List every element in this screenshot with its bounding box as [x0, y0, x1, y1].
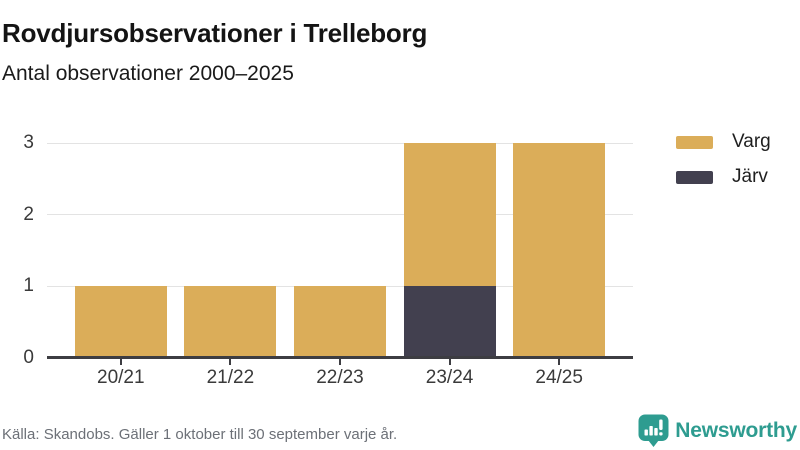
bar-stack-24/25	[513, 143, 606, 358]
x-axis-cell-22/23: 22/23	[285, 359, 395, 389]
plot-area	[47, 142, 633, 358]
bar-stack-22/23	[293, 286, 386, 358]
legend-swatch-varg	[676, 135, 713, 149]
bar-segment-Varg-24/25	[513, 143, 606, 358]
bar-group-24/25	[504, 143, 614, 358]
bar-stack-21/22	[184, 286, 277, 358]
x-axis-cell-21/22: 21/22	[176, 359, 286, 389]
x-tick-23/24	[448, 359, 451, 365]
x-axis-cell-20/21: 20/21	[66, 359, 176, 389]
x-tick-label-21/22: 21/22	[206, 367, 255, 388]
bar-stack-23/24	[403, 143, 496, 358]
gridline-3	[47, 142, 633, 144]
bars-container	[47, 143, 633, 358]
legend-item-jarv: Järv	[676, 166, 771, 188]
bar-group-21/22	[176, 143, 286, 358]
bar-segment-Varg-22/23	[293, 286, 386, 358]
x-tick-label-20/21: 20/21	[97, 367, 145, 388]
x-axis-line	[47, 356, 633, 359]
x-tick-20/21	[119, 359, 122, 365]
bar-segment-Varg-20/21	[74, 286, 167, 358]
x-axis-cell-23/24: 23/24	[395, 359, 505, 389]
y-tick-label-0: 0	[23, 347, 34, 368]
x-tick-21/22	[229, 359, 232, 365]
source-note: Källa: Skandobs. Gäller 1 oktober till 3…	[2, 426, 398, 443]
newsworthy-logo: Newsworthy	[638, 414, 797, 448]
x-tick-label-24/25: 24/25	[535, 367, 583, 388]
gridline-1	[47, 285, 633, 287]
newsworthy-icon	[638, 414, 669, 447]
x-tick-24/25	[558, 359, 561, 365]
bar-group-20/21	[66, 143, 176, 358]
chart-title: Rovdjursobservationer i Trelleborg	[2, 18, 428, 49]
x-tick-22/23	[338, 359, 341, 365]
legend-item-varg: Varg	[676, 131, 771, 153]
bar-segment-Varg-21/22	[184, 286, 277, 358]
legend-label-varg: Varg	[732, 131, 771, 152]
y-tick-label-1: 1	[23, 275, 34, 297]
bar-segment-Järv-23/24	[403, 286, 496, 358]
gridline-2	[47, 214, 633, 216]
legend-swatch-jarv	[676, 170, 713, 184]
bar-group-22/23	[285, 143, 395, 358]
newsworthy-wordmark: Newsworthy	[675, 419, 797, 442]
y-tick-label-3: 3	[23, 132, 34, 153]
chart-subtitle: Antal observationer 2000–2025	[2, 62, 294, 85]
y-axis-labels: 0 1 2 3	[0, 133, 34, 368]
x-axis-cell-24/25: 24/25	[504, 359, 614, 389]
bar-group-23/24	[395, 143, 505, 358]
x-axis-labels: 20/21 21/22 22/23 23/24 24/25	[47, 359, 633, 389]
legend-label-jarv: Järv	[732, 166, 768, 187]
bar-stack-20/21	[74, 286, 167, 358]
bar-segment-Varg-23/24	[403, 143, 496, 287]
y-tick-label-2: 2	[23, 203, 34, 225]
x-tick-label-23/24: 23/24	[425, 367, 474, 388]
legend: Varg Järv	[676, 131, 771, 188]
x-tick-label-22/23: 22/23	[316, 367, 364, 388]
